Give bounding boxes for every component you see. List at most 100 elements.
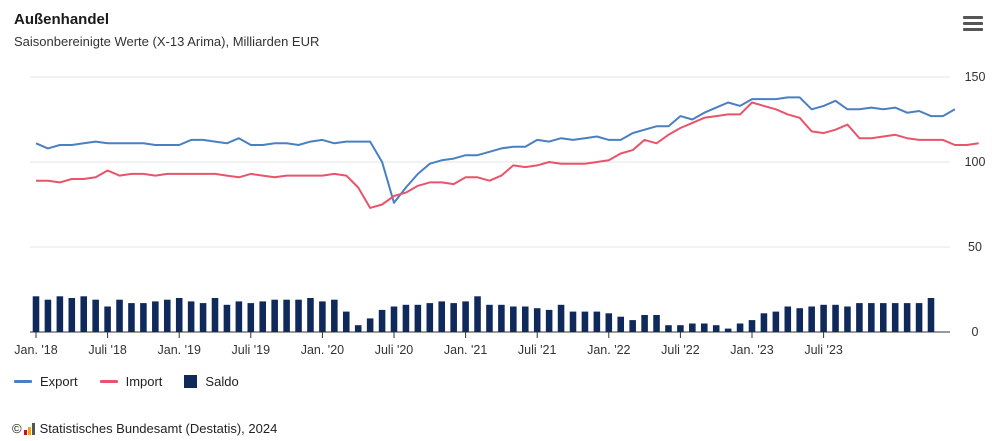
saldo-bar: [283, 299, 290, 332]
legend-label-import: Import: [125, 374, 163, 389]
trade-chart: 0 50 100 150 Jan. '18 Juli '18 Jan. '19 Juli '…: [14, 70, 986, 357]
saldo-bar: [187, 301, 195, 332]
x-tick-label: Jan. '23: [730, 343, 773, 357]
saldo-bar: [879, 303, 887, 332]
saldo-bar: [498, 304, 505, 332]
saldo-bar: [211, 298, 219, 332]
grid-lines: [30, 76, 950, 333]
saldo-bar: [390, 306, 398, 332]
saldo-bar: [426, 303, 434, 332]
source-text: Statistisches Bundesamt (Destatis), 2024: [39, 421, 278, 436]
legend-item-import[interactable]: Import: [99, 374, 163, 389]
saldo-bar: [175, 298, 183, 332]
y-tick-label: 0: [972, 325, 979, 339]
legend-item-saldo[interactable]: Saldo: [184, 374, 239, 389]
saldo-bar: [653, 315, 660, 332]
saldo-bar: [116, 299, 123, 332]
saldo-bar: [891, 303, 899, 332]
x-tick-label: Juli '21: [518, 343, 557, 357]
menu-bar: [963, 16, 983, 19]
saldo-bar: [319, 301, 326, 332]
saldo-bar: [414, 304, 422, 332]
x-tick-label: Juli '18: [88, 343, 127, 357]
saldo-bar: [617, 316, 625, 332]
chart-subtitle: Saisonbereinigte Werte (X-13 Arima), Mil…: [14, 34, 320, 49]
saldo-bar: [760, 313, 768, 332]
chart-title: Außenhandel: [14, 11, 110, 28]
saldo-bar: [235, 301, 243, 332]
x-tick-label: Jan. '22: [587, 343, 630, 357]
saldo-bar: [593, 311, 601, 332]
x-tick-label: Juli '19: [232, 343, 271, 357]
saldo-bar: [903, 303, 911, 332]
saldo-bar: [474, 296, 481, 332]
saldo-bar: [80, 296, 88, 332]
saldo-bar: [521, 306, 529, 332]
saldo-bar: [629, 320, 636, 332]
saldo-bar: [677, 325, 684, 332]
menu-bar: [963, 28, 983, 31]
saldo-bar: [223, 304, 231, 332]
saldo-bar: [700, 323, 708, 332]
saldo-bar: [295, 299, 302, 332]
saldo-bar: [128, 303, 135, 332]
saldo-bar: [307, 298, 314, 332]
y-axis-ticks: 0 50 100 150: [965, 70, 986, 339]
saldo-bar: [808, 306, 815, 332]
saldo-bar: [605, 313, 613, 332]
saldo-bar: [545, 309, 553, 332]
saldo-bar: [569, 311, 577, 332]
x-tick-label: Jan. '20: [301, 343, 344, 357]
y-tick-label: 150: [965, 70, 986, 84]
x-tick-label: Juli '22: [661, 343, 700, 357]
saldo-box-swatch: [184, 375, 198, 388]
saldo-bar: [56, 296, 64, 332]
series-line-import: [36, 101, 979, 209]
saldo-bar: [712, 325, 720, 332]
saldo-bar: [331, 299, 338, 332]
y-tick-label: 100: [965, 155, 986, 169]
saldo-bar: [104, 306, 111, 332]
saldo-bar: [724, 328, 732, 332]
hamburger-menu-icon[interactable]: [963, 16, 983, 32]
saldo-bar: [927, 298, 935, 332]
x-tick-label: Jan. '21: [444, 343, 487, 357]
saldo-bar: [868, 303, 875, 332]
saldo-bar: [140, 303, 147, 332]
saldo-bar: [402, 304, 410, 332]
saldo-bar: [450, 303, 457, 332]
saldo-bar: [856, 303, 863, 332]
saldo-bar: [510, 306, 517, 332]
saldo-bar: [44, 299, 52, 332]
saldo-bar: [772, 311, 780, 332]
x-tick-label: Jan. '18: [14, 343, 57, 357]
import-line-swatch: [99, 380, 118, 383]
saldo-bar: [163, 299, 171, 332]
saldo-bar: [32, 296, 40, 332]
saldo-bar: [247, 303, 255, 332]
saldo-bar: [748, 320, 756, 332]
saldo-bar: [915, 303, 923, 332]
saldo-bar: [68, 298, 76, 332]
saldo-bar: [784, 306, 792, 332]
saldo-bar: [438, 301, 446, 332]
copyright-symbol: ©: [12, 421, 22, 436]
saldo-bar: [796, 308, 804, 332]
legend-item-export[interactable]: Export: [14, 374, 78, 389]
saldo-bar: [832, 304, 839, 332]
saldo-bar: [641, 315, 648, 332]
saldo-bar: [378, 309, 386, 332]
chart-footer: © Statistisches Bundesamt (Destatis), 20…: [12, 421, 277, 436]
menu-bar: [963, 22, 983, 25]
series-line-export: [35, 96, 956, 204]
saldo-bar: [259, 301, 267, 332]
saldo-bar: [152, 301, 159, 332]
saldo-bar: [844, 306, 851, 332]
series-lines: [35, 96, 979, 209]
saldo-bar: [557, 304, 565, 332]
saldo-bar: [271, 299, 278, 332]
saldo-bar: [462, 301, 469, 332]
x-tick-label: Juli '23: [804, 343, 843, 357]
saldo-bar: [820, 304, 827, 332]
x-axis-ticks: Jan. '18 Juli '18 Jan. '19 Juli '19 Jan. '20…: [14, 332, 843, 357]
